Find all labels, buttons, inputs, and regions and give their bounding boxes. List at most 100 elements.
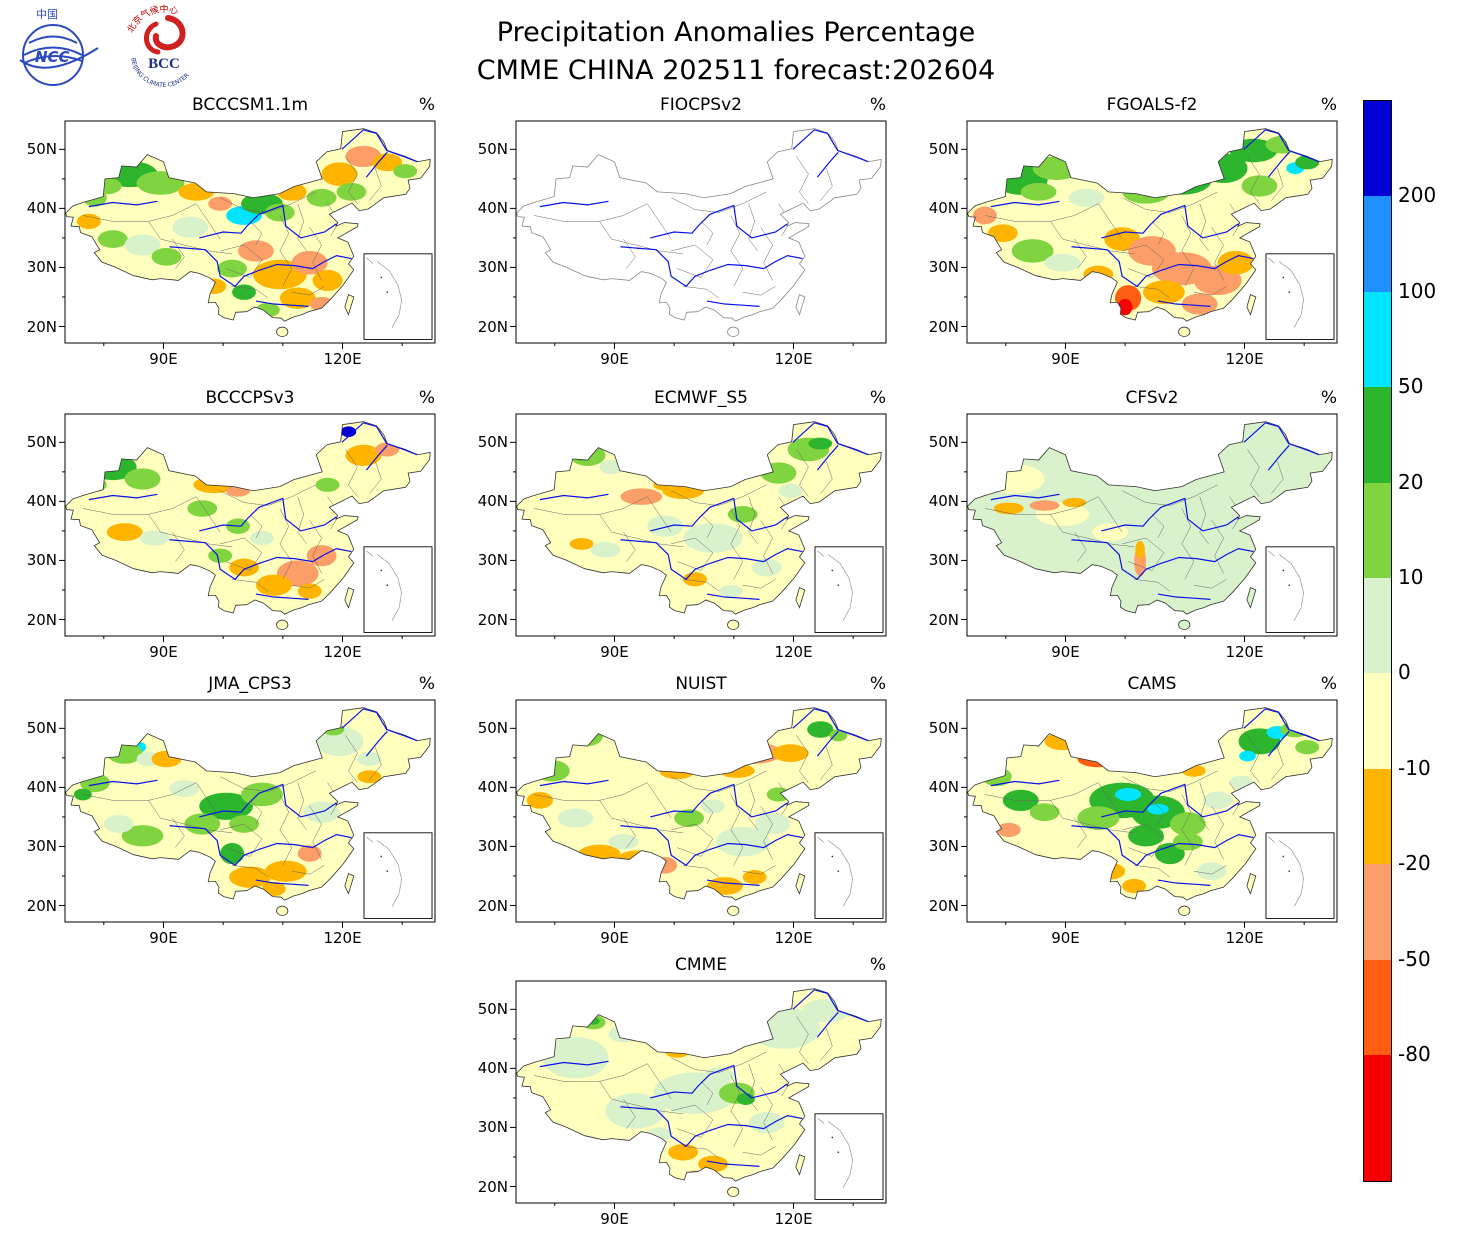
taiwan-island [345,295,354,315]
colorbar-segment [1364,482,1391,578]
panel-fiocpsv2: FIOCPSv2% 50N 40N 30N 20N 90E 120E [452,92,903,376]
map-plot-area [65,700,435,922]
colorbar-segment [1364,673,1391,769]
china-map-fiocpsv2 [516,121,886,343]
y-axis-tick-label: 20N [477,610,508,629]
colorbar-segment [1364,864,1391,960]
china-map-ecmwf-s5 [516,414,886,636]
china-map-bcccpsv3 [65,414,435,636]
y-axis-tick-label: 30N [26,551,57,570]
x-axis-tick-label: 120E [774,350,813,368]
x-axis-tick-label: 120E [323,643,362,661]
y-axis-tick-label: 50N [477,719,508,738]
x-axis-tick-label: 90E [149,350,178,368]
map-plot-area [516,414,886,636]
figure-title: Precipitation Anomalies Percentage CMME … [0,14,1472,91]
taiwan-island [345,874,354,894]
y-axis-tick-label: 40N [477,199,508,218]
china-outline [66,422,431,614]
china-outline [517,989,882,1181]
y-axis-tick-label: 50N [928,433,959,452]
panel-unit-label: % [1320,388,1337,408]
panel-unit-label: % [1320,674,1337,694]
panel-unit-label: % [418,388,435,408]
hainan-island [728,1187,739,1196]
y-axis-tick-label: 50N [928,140,959,159]
panel-unit-label: % [1320,95,1337,115]
panel-unit-label: % [869,388,886,408]
colorbar-segment [1364,196,1391,292]
south-china-sea-inset [364,833,432,919]
y-axis-tick-label: 30N [26,837,57,856]
taiwan-island [796,874,805,894]
y-axis-tick-label: 30N [477,1118,508,1137]
taiwan-island [796,1155,805,1175]
panel-unit-label: % [869,95,886,115]
y-axis-tick-label: 40N [928,778,959,797]
y-axis-tick-label: 40N [477,1059,508,1078]
colorbar-segment [1364,959,1391,1055]
south-china-sea-inset [815,833,883,919]
panel-title: FIOCPSv2 [660,95,742,115]
map-plot-area [516,981,886,1203]
map-plot-area [65,121,435,343]
colorbar-segment [1364,101,1391,197]
hainan-island [728,906,739,915]
panel-bcccpsv3: BCCCPSv3% 50N 40N 30N 20N 90E 120E [1,385,452,669]
map-plot-area [65,414,435,636]
panel-cams: CAMS% 50N 40N 30N 20N 90E 120E [903,671,1354,955]
china-outline [517,708,882,900]
hainan-island [728,620,739,629]
figure-title-line1: Precipitation Anomalies Percentage [496,17,976,48]
map-frame [65,121,435,343]
ncc-globe-icon: 中国 NCC [19,8,99,86]
colorbar-tick-label: -50 [1398,946,1431,971]
panel-title: BCCCSM1.1m [191,95,309,115]
y-axis-tick-label: 50N [477,433,508,452]
taiwan-island [345,588,354,608]
panel-unit-label: % [869,674,886,694]
y-axis-tick-label: 30N [477,551,508,570]
colorbar-bar [1363,100,1392,1182]
y-axis-tick-label: 40N [928,492,959,511]
x-axis-tick-label: 90E [1051,350,1080,368]
south-china-sea-inset [1266,547,1334,633]
x-axis-tick-label: 120E [1225,350,1264,368]
china-outline [66,129,431,321]
map-frame [65,700,435,922]
map-frame [967,414,1337,636]
panel-bcccsm1-1m: BCCCSM1.1m% 50N 40N 30N 20N 90E 120E [1,92,452,376]
south-china-sea-inset [1266,833,1334,919]
china-map-cams [967,700,1337,922]
y-axis-tick-label: 30N [928,258,959,277]
panel-title: ECMWF_S5 [654,388,748,408]
y-axis-tick-label: 20N [477,317,508,336]
china-outline [968,129,1333,321]
colorbar-tick-label: -20 [1398,851,1431,876]
y-axis-tick-label: 20N [26,896,57,915]
hainan-island [277,620,288,629]
south-china-sea-inset [815,547,883,633]
map-plot-area [516,121,886,343]
panel-fgoals-f2: FGOALS-f2% 50N 40N 30N 20N 90E 120E [903,92,1354,376]
colorbar-segment [1364,768,1391,865]
hainan-island [1179,620,1190,629]
china-map-cmme [516,981,886,1203]
colorbar-segment [1364,577,1391,674]
x-axis-tick-label: 90E [600,1210,629,1228]
y-axis-tick-label: 50N [26,433,57,452]
colorbar-tick-label: -80 [1398,1042,1431,1066]
taiwan-island [1247,874,1256,894]
colorbar-tick-label: 200 [1398,183,1437,208]
y-axis-tick-label: 40N [477,492,508,511]
y-axis-tick-label: 20N [928,896,959,915]
colorbar-segment [1364,387,1391,483]
y-axis-tick-label: 40N [477,778,508,797]
svg-text:NCC: NCC [35,48,70,66]
y-axis-tick-label: 40N [928,199,959,218]
x-axis-tick-label: 90E [1051,929,1080,947]
x-axis-tick-label: 120E [1225,929,1264,947]
hainan-island [277,327,288,336]
colorbar-segment [1364,1054,1391,1181]
y-axis-tick-label: 50N [477,140,508,159]
